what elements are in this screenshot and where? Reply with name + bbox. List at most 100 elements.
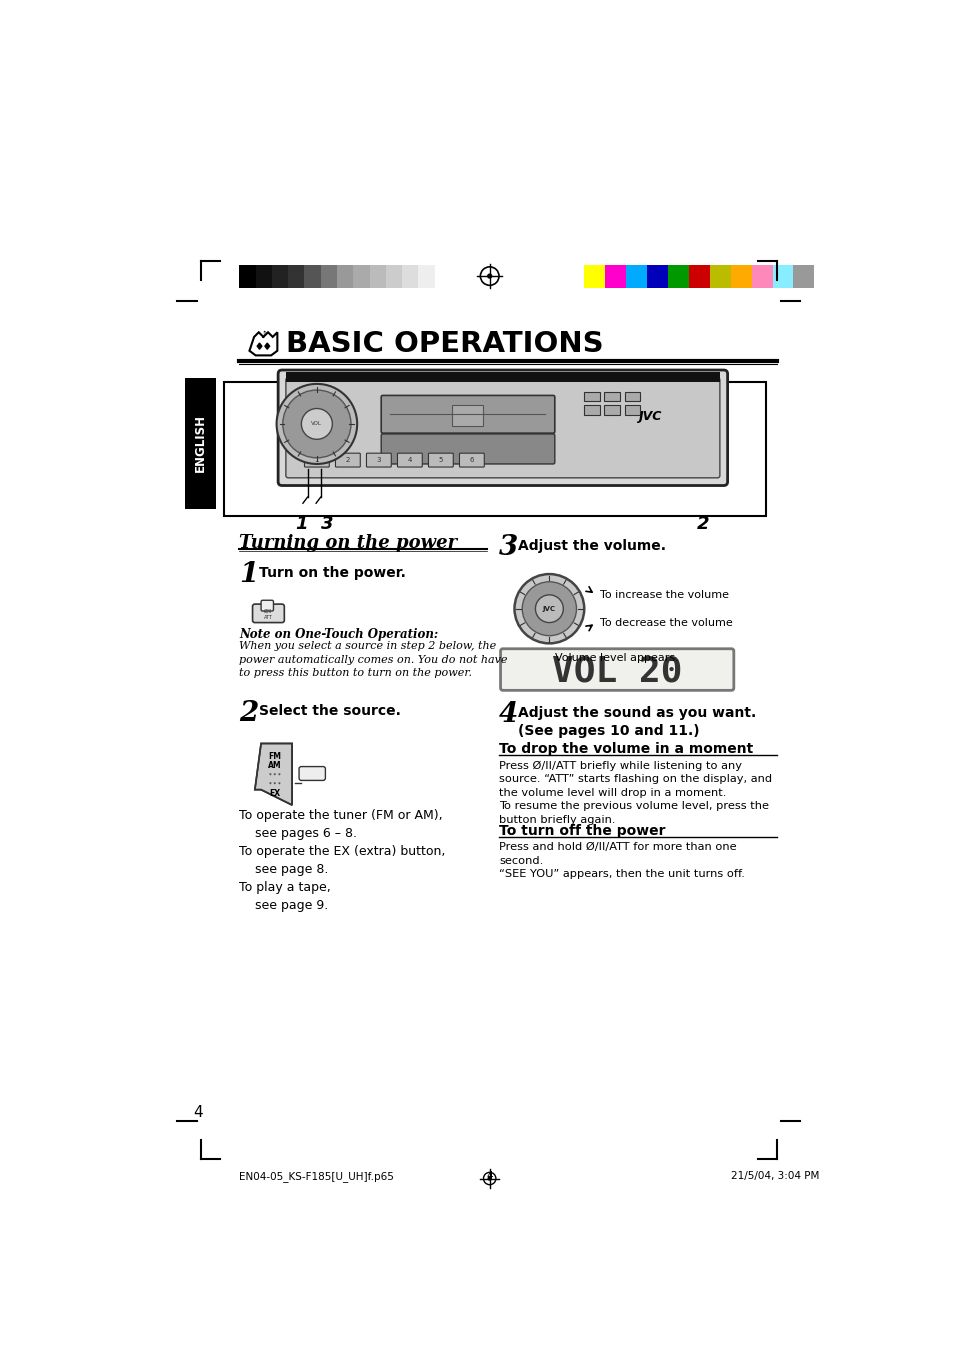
Text: 2: 2: [696, 515, 708, 532]
Text: 4: 4: [407, 457, 412, 463]
Circle shape: [282, 390, 351, 458]
FancyBboxPatch shape: [278, 370, 727, 485]
Bar: [272, 265, 288, 288]
FancyBboxPatch shape: [366, 453, 391, 467]
Text: To increase the volume: To increase the volume: [599, 590, 728, 600]
Text: Press and hold Ø/II/ATT for more than one
second.
“SEE YOU” appears, then the un: Press and hold Ø/II/ATT for more than on…: [498, 842, 744, 880]
Bar: [239, 265, 255, 288]
Text: 4: 4: [193, 1105, 202, 1120]
Circle shape: [535, 594, 562, 623]
Text: Ø/II
ATT: Ø/II ATT: [263, 609, 273, 620]
FancyBboxPatch shape: [261, 600, 274, 611]
Text: BASIC OPERATIONS: BASIC OPERATIONS: [286, 330, 603, 358]
Text: 1: 1: [314, 457, 319, 463]
Text: ♪: ♪: [260, 331, 266, 340]
Bar: [418, 265, 435, 288]
Text: 3: 3: [498, 534, 517, 561]
Bar: [709, 265, 730, 288]
Text: AM: AM: [268, 762, 281, 770]
Text: FM: FM: [268, 753, 281, 761]
Text: Volume level appears.: Volume level appears.: [555, 654, 678, 663]
Polygon shape: [257, 343, 261, 349]
Text: * * *: * * *: [269, 773, 280, 778]
Polygon shape: [249, 332, 277, 355]
Text: 2: 2: [345, 457, 350, 463]
Text: Select the source.: Select the source.: [258, 704, 400, 719]
Text: JVC: JVC: [638, 409, 661, 423]
Text: JVC: JVC: [542, 605, 556, 612]
Text: * * *: * * *: [269, 782, 280, 786]
Bar: [255, 265, 272, 288]
Text: 1  3: 1 3: [295, 515, 334, 532]
Bar: [583, 392, 599, 401]
Text: 2: 2: [239, 700, 258, 727]
FancyBboxPatch shape: [253, 604, 284, 623]
Bar: [435, 265, 451, 288]
Bar: [604, 405, 619, 415]
FancyBboxPatch shape: [381, 434, 555, 463]
Text: To turn off the power: To turn off the power: [498, 824, 665, 839]
Text: Turning on the power: Turning on the power: [239, 534, 457, 553]
Circle shape: [301, 408, 332, 439]
Text: 6: 6: [469, 457, 474, 463]
Text: Adjust the volume.: Adjust the volume.: [517, 539, 666, 554]
Text: 21/5/04, 3:04 PM: 21/5/04, 3:04 PM: [731, 1171, 819, 1181]
Text: EX: EX: [269, 789, 280, 798]
Bar: [624, 405, 639, 415]
Bar: [224, 381, 765, 516]
Text: To decrease the volume: To decrease the volume: [599, 617, 732, 628]
Text: 4: 4: [498, 701, 517, 728]
Bar: [604, 265, 625, 288]
Polygon shape: [265, 343, 270, 349]
FancyBboxPatch shape: [298, 766, 325, 781]
Bar: [751, 265, 772, 288]
Bar: [185, 378, 216, 508]
FancyBboxPatch shape: [500, 648, 733, 690]
Bar: [624, 392, 639, 401]
Bar: [688, 265, 709, 288]
Bar: [625, 265, 646, 288]
FancyBboxPatch shape: [459, 453, 484, 467]
Text: To drop the volume in a moment: To drop the volume in a moment: [498, 742, 753, 757]
FancyBboxPatch shape: [397, 453, 422, 467]
Bar: [772, 265, 793, 288]
Text: ENGLISH: ENGLISH: [193, 415, 207, 471]
Text: Turn on the power.: Turn on the power.: [258, 566, 405, 580]
Text: When you select a source in step 2 below, the
power automatically comes on. You : When you select a source in step 2 below…: [239, 642, 507, 678]
Bar: [646, 265, 667, 288]
Text: To operate the tuner (FM or AM),
    see pages 6 – 8.
To operate the EX (extra) : To operate the tuner (FM or AM), see pag…: [239, 809, 445, 912]
Text: VOL 20: VOL 20: [551, 655, 681, 689]
Bar: [353, 265, 369, 288]
Bar: [402, 265, 418, 288]
Bar: [336, 265, 353, 288]
Bar: [369, 265, 385, 288]
FancyBboxPatch shape: [286, 378, 720, 478]
Bar: [793, 265, 814, 288]
Text: EN04-05_KS-F185[U_UH]f.p65: EN04-05_KS-F185[U_UH]f.p65: [239, 1171, 394, 1182]
Bar: [286, 373, 720, 381]
Text: 1: 1: [239, 561, 258, 588]
Circle shape: [276, 384, 356, 463]
Text: Press Ø/II/ATT briefly while listening to any
source. “ATT” starts flashing on t: Press Ø/II/ATT briefly while listening t…: [498, 761, 771, 825]
Text: 4: 4: [486, 1171, 493, 1181]
Bar: [604, 392, 619, 401]
Bar: [667, 265, 688, 288]
Circle shape: [521, 582, 576, 636]
Bar: [385, 265, 402, 288]
Bar: [304, 265, 320, 288]
Circle shape: [488, 1177, 491, 1179]
Text: VOL: VOL: [311, 422, 322, 427]
Text: Adjust the sound as you want.
(See pages 10 and 11.): Adjust the sound as you want. (See pages…: [517, 705, 756, 738]
Bar: [320, 265, 336, 288]
Bar: [288, 265, 304, 288]
Bar: [730, 265, 751, 288]
Text: 5: 5: [438, 457, 442, 463]
FancyBboxPatch shape: [304, 453, 329, 467]
Circle shape: [514, 574, 583, 643]
Bar: [452, 405, 483, 426]
Text: Note on One-Touch Operation:: Note on One-Touch Operation:: [239, 628, 438, 640]
Polygon shape: [254, 743, 292, 805]
Circle shape: [487, 274, 491, 278]
Bar: [583, 265, 604, 288]
Bar: [583, 405, 599, 415]
